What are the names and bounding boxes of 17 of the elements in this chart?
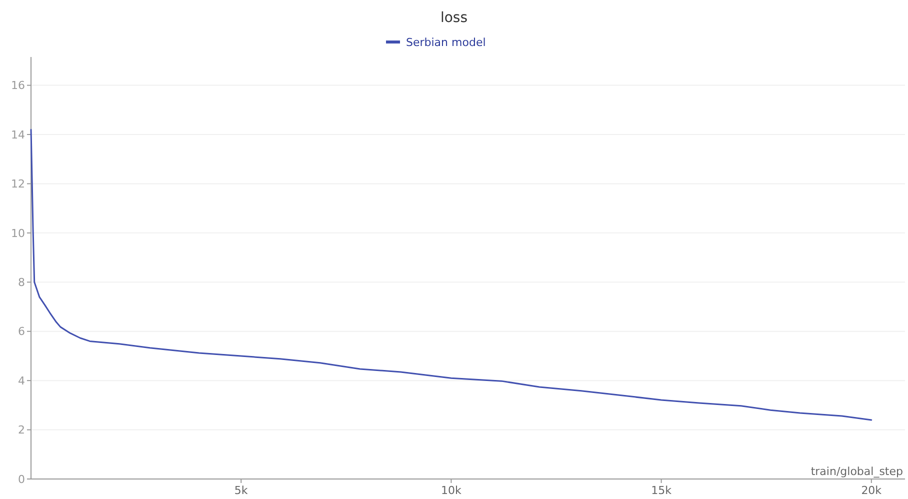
y-tick-label: 0 [18, 472, 25, 486]
x-tick-label: 10k [441, 484, 462, 497]
y-tick-label: 10 [11, 226, 25, 240]
chart-title: loss [440, 10, 468, 26]
line-series [30, 128, 872, 421]
x-tick-label: 20k [861, 484, 882, 497]
y-tick-label: 16 [11, 79, 25, 92]
y-tick-label: 14 [11, 128, 25, 142]
x-tick-label: 15k [651, 484, 672, 497]
y-tick-label: 12 [11, 178, 25, 191]
x-tick-label: 5k [234, 484, 248, 497]
legend-label: Serbian model [406, 36, 486, 49]
y-tick-label: 2 [18, 424, 25, 437]
y-tick-label: 8 [18, 276, 25, 289]
y-tick-label: 6 [18, 325, 25, 338]
x-axis-title: train/global_step [810, 465, 904, 478]
y-tick-label: 4 [18, 374, 25, 388]
